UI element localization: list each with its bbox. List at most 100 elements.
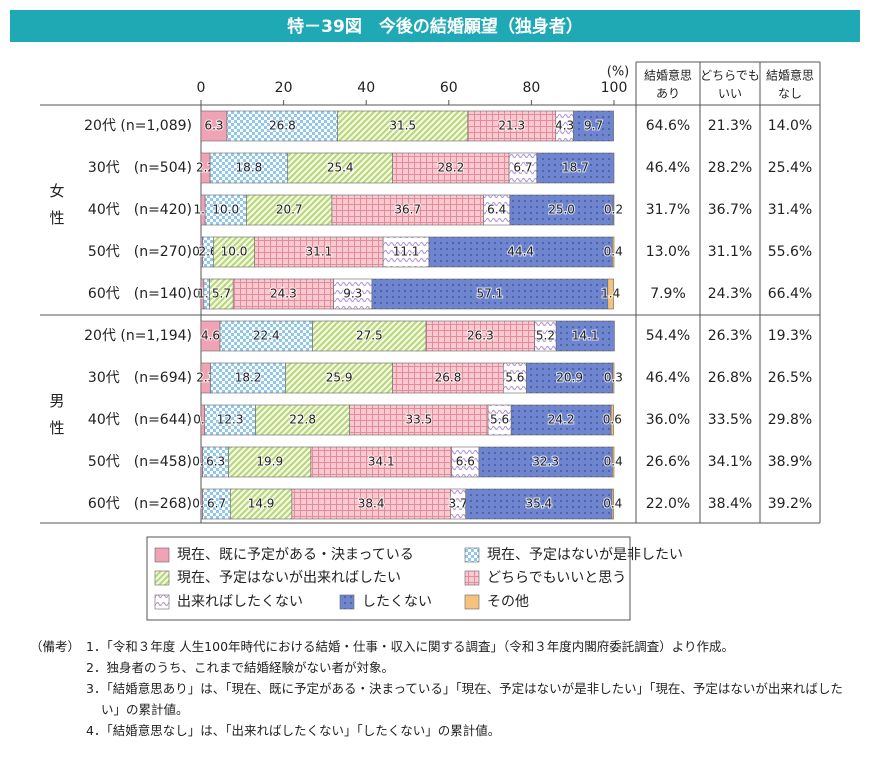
table-header: 結婚意思 <box>644 68 692 83</box>
bar-segment <box>425 320 536 352</box>
data-label: 25.4 <box>327 161 354 175</box>
table-cell: 21.3% <box>708 118 752 134</box>
category-label: 60代 (n=268) <box>88 496 192 512</box>
data-label: 0.4 <box>603 497 622 511</box>
data-label: 31.1 <box>306 245 333 259</box>
data-label: 24.2 <box>548 413 575 427</box>
bar-segment <box>536 152 615 184</box>
table-cell: 29.8% <box>768 412 812 428</box>
table-cell: 55.6% <box>768 244 812 260</box>
data-label: 26.8 <box>435 371 462 385</box>
table-cell: 26.6% <box>646 454 690 470</box>
bar-segment <box>573 110 614 142</box>
table-cell: 39.2% <box>768 496 812 512</box>
legend-swatch <box>154 594 170 610</box>
bar-segment <box>509 194 614 226</box>
bar-segment <box>371 278 609 310</box>
bar-segment <box>612 446 615 478</box>
category-label: 30代 (n=504) <box>88 160 192 176</box>
table-cell: 38.4% <box>708 496 752 512</box>
group-label: 女性 <box>48 182 66 237</box>
bar-segment <box>202 446 229 478</box>
bar-segment <box>204 404 256 436</box>
category-label: 20代 (n=1,194) <box>84 328 192 344</box>
data-label: 10.0 <box>212 203 239 217</box>
data-label: 35.4 <box>525 497 552 511</box>
bar-segment <box>255 404 350 436</box>
bar-segment <box>612 194 615 226</box>
legend-label: 現在、予定はないが出来ればしたい <box>177 570 401 586</box>
data-label: 22.8 <box>289 413 316 427</box>
data-label: 18.8 <box>236 161 263 175</box>
bar-segment <box>428 236 613 268</box>
data-label: 14.9 <box>248 497 275 511</box>
data-label: 11.1 <box>393 245 420 259</box>
table-cell: 31.1% <box>708 244 752 260</box>
data-label: 6.3 <box>206 455 225 469</box>
legend-label: したくない <box>362 594 432 610</box>
bar-segment <box>232 278 334 310</box>
data-label: 25.0 <box>548 203 575 217</box>
data-label: 4.3 <box>555 119 574 133</box>
data-label: 20.9 <box>556 371 583 385</box>
table-cell: 26.5% <box>768 370 812 386</box>
data-label: 6.7 <box>207 497 226 511</box>
category-label: 20代 (n=1,089) <box>84 118 192 134</box>
data-label: 0.4 <box>604 455 623 469</box>
data-label: 26.8 <box>269 119 296 133</box>
table-cell: 38.9% <box>768 454 812 470</box>
x-tick-label: 40 <box>357 80 375 96</box>
legend-swatch <box>154 547 170 563</box>
category-label: 50代 (n=270) <box>88 244 192 260</box>
bar-segment <box>246 194 333 226</box>
data-label: 1.4 <box>601 287 620 301</box>
data-label: 34.1 <box>368 455 395 469</box>
category-label: 40代 (n=644) <box>88 412 192 428</box>
table-cell: 66.4% <box>768 286 812 302</box>
data-label: 3.7 <box>449 497 468 511</box>
note: 3．「結婚意思あり」は、「現在、既に予定がある・決まっている」「現在、予定はない… <box>86 681 843 717</box>
legend-swatch <box>464 570 480 586</box>
note: 1．「令和３年度 人生100年時代における結婚・仕事・収入に関する調査」（令和３… <box>86 639 735 654</box>
category-label: 30代 (n=694) <box>88 370 192 386</box>
table-cell: 31.4% <box>768 202 812 218</box>
data-label: 4.6 <box>201 329 220 343</box>
bar-segment <box>200 110 228 142</box>
data-label: 5.6 <box>505 371 524 385</box>
data-label: 0.3 <box>604 371 623 385</box>
data-label: 0.4 <box>604 245 623 259</box>
category-label: 60代 (n=140) <box>88 286 192 302</box>
legend-label: その他 <box>487 594 529 610</box>
data-label: 12.3 <box>217 413 244 427</box>
data-label: 18.7 <box>562 161 589 175</box>
data-label: 10.0 <box>221 245 248 259</box>
data-label: 14.1 <box>572 329 599 343</box>
table-header: なし <box>778 87 802 101</box>
legend-label: 現在、予定はないが是非したい <box>487 547 683 563</box>
legend-swatch <box>464 547 480 563</box>
group-label: 男性 <box>48 393 66 447</box>
table-header: あり <box>656 87 680 101</box>
bar-segment <box>478 446 613 478</box>
table-cell: 25.4% <box>768 160 812 176</box>
bar-segment <box>508 152 538 184</box>
bar-segment <box>209 152 289 184</box>
x-tick-label: 0 <box>197 80 206 96</box>
table-cell: 24.3% <box>708 286 752 302</box>
bar-segment <box>382 236 430 268</box>
data-label: 26.3 <box>467 329 494 343</box>
table-cell: 14.0% <box>768 118 812 134</box>
bar-segment <box>483 194 511 226</box>
bar-segment <box>526 362 614 394</box>
data-label: 24.3 <box>270 287 297 301</box>
table-cell: 46.4% <box>646 370 690 386</box>
notes: （備考） 1．「令和３年度 人生100年時代における結婚・仕事・収入に関する調査… <box>30 636 850 741</box>
table-cell: 36.7% <box>708 202 752 218</box>
table-cell: 31.7% <box>646 202 690 218</box>
bar-segment <box>210 362 286 394</box>
bar-segment <box>285 362 393 394</box>
x-tick-label: 80 <box>522 80 540 96</box>
table-cell: 7.9% <box>650 286 686 302</box>
